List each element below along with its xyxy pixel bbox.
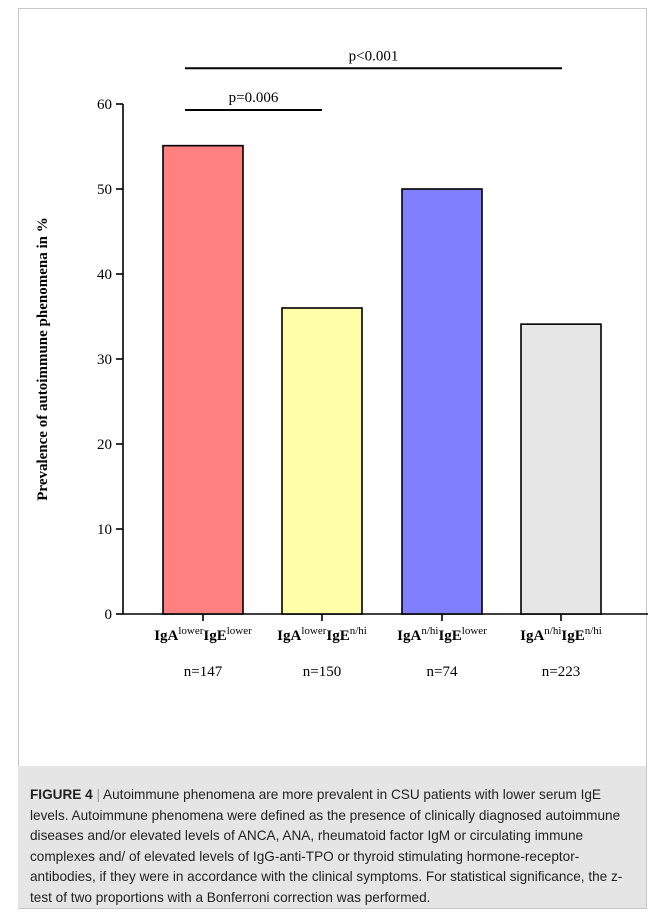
x-category-label: IgAlowerIgElower xyxy=(154,625,252,644)
bar xyxy=(520,323,602,615)
y-tick-label: 0 xyxy=(105,607,113,623)
y-tick-label: 60 xyxy=(97,97,112,113)
figure-border xyxy=(18,8,647,909)
caption-label: FIGURE 4 xyxy=(30,787,93,802)
y-tick-label: 10 xyxy=(97,522,112,538)
significance-label: p<0.001 xyxy=(349,48,399,64)
y-tick-label: 40 xyxy=(97,267,112,283)
bar xyxy=(401,188,483,615)
y-tick-label: 50 xyxy=(97,182,112,198)
sample-size-label: n=147 xyxy=(184,664,223,680)
caption-separator: | xyxy=(96,787,101,802)
sample-size-label: n=223 xyxy=(542,664,580,680)
significance-label: p=0.006 xyxy=(229,90,279,106)
y-tick-label: 30 xyxy=(97,352,112,368)
sample-size-label: n=150 xyxy=(303,664,341,680)
caption-box xyxy=(18,766,646,908)
x-category-label: IgAlowerIgEn/hi xyxy=(277,625,367,644)
sample-size-label: n=74 xyxy=(427,664,458,680)
y-tick-label: 20 xyxy=(97,437,112,453)
bar xyxy=(281,307,363,615)
bar xyxy=(162,144,244,615)
y-axis-label: Prevalence of autoimmune phenomena in % xyxy=(35,217,51,500)
caption-body: Autoimmune phenomena are more prevalent … xyxy=(30,787,623,905)
chart-plot-area: 0 10 20 30 40 50 60 Prevalence of autoimmune ph… xyxy=(35,48,648,680)
figure-caption: FIGURE 4 | Autoimmune phenomena are more… xyxy=(30,785,642,908)
x-category-label: IgAn/hiIgElower xyxy=(397,625,487,644)
x-category-label: IgAn/hiIgEn/hi xyxy=(520,625,602,644)
